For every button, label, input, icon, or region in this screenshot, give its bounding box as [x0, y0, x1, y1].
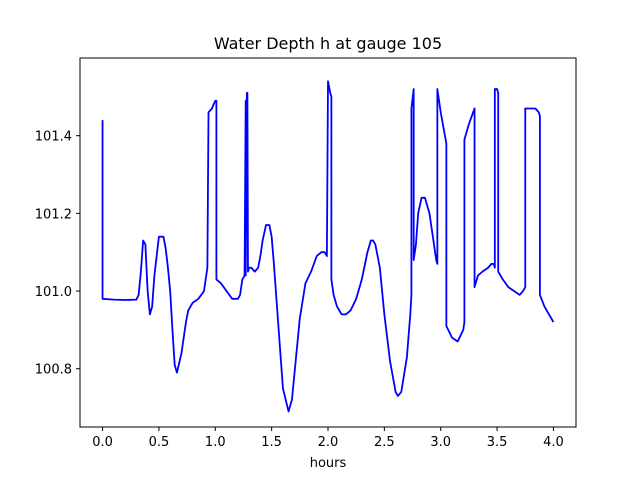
x-tick-label: 0.5	[149, 435, 170, 450]
x-tick-label: 2.0	[318, 435, 339, 450]
y-tick-label: 101.2	[35, 207, 72, 222]
x-axis: 0.0 0.5 1.0 1.5 2.0 2.5 3.0 3.5 4.0	[92, 427, 564, 450]
x-tick-label: 3.0	[430, 435, 451, 450]
x-tick-label: 1.0	[205, 435, 226, 450]
x-tick-label: 2.5	[374, 435, 395, 450]
x-axis-label: hours	[310, 456, 347, 471]
x-tick-label: 4.0	[543, 435, 564, 450]
x-tick-label: 0.0	[92, 435, 113, 450]
plot-area	[101, 80, 555, 413]
x-tick-label: 1.5	[261, 435, 282, 450]
y-tick-label: 100.8	[35, 363, 72, 378]
x-tick-label: 3.5	[487, 435, 508, 450]
water-depth-line	[101, 80, 555, 413]
y-tick-label: 101.4	[35, 130, 72, 145]
y-axis: 100.8 101.0 101.2 101.4	[35, 130, 80, 378]
chart-title: Water Depth h at gauge 105	[214, 34, 442, 53]
y-tick-label: 101.0	[35, 285, 72, 300]
